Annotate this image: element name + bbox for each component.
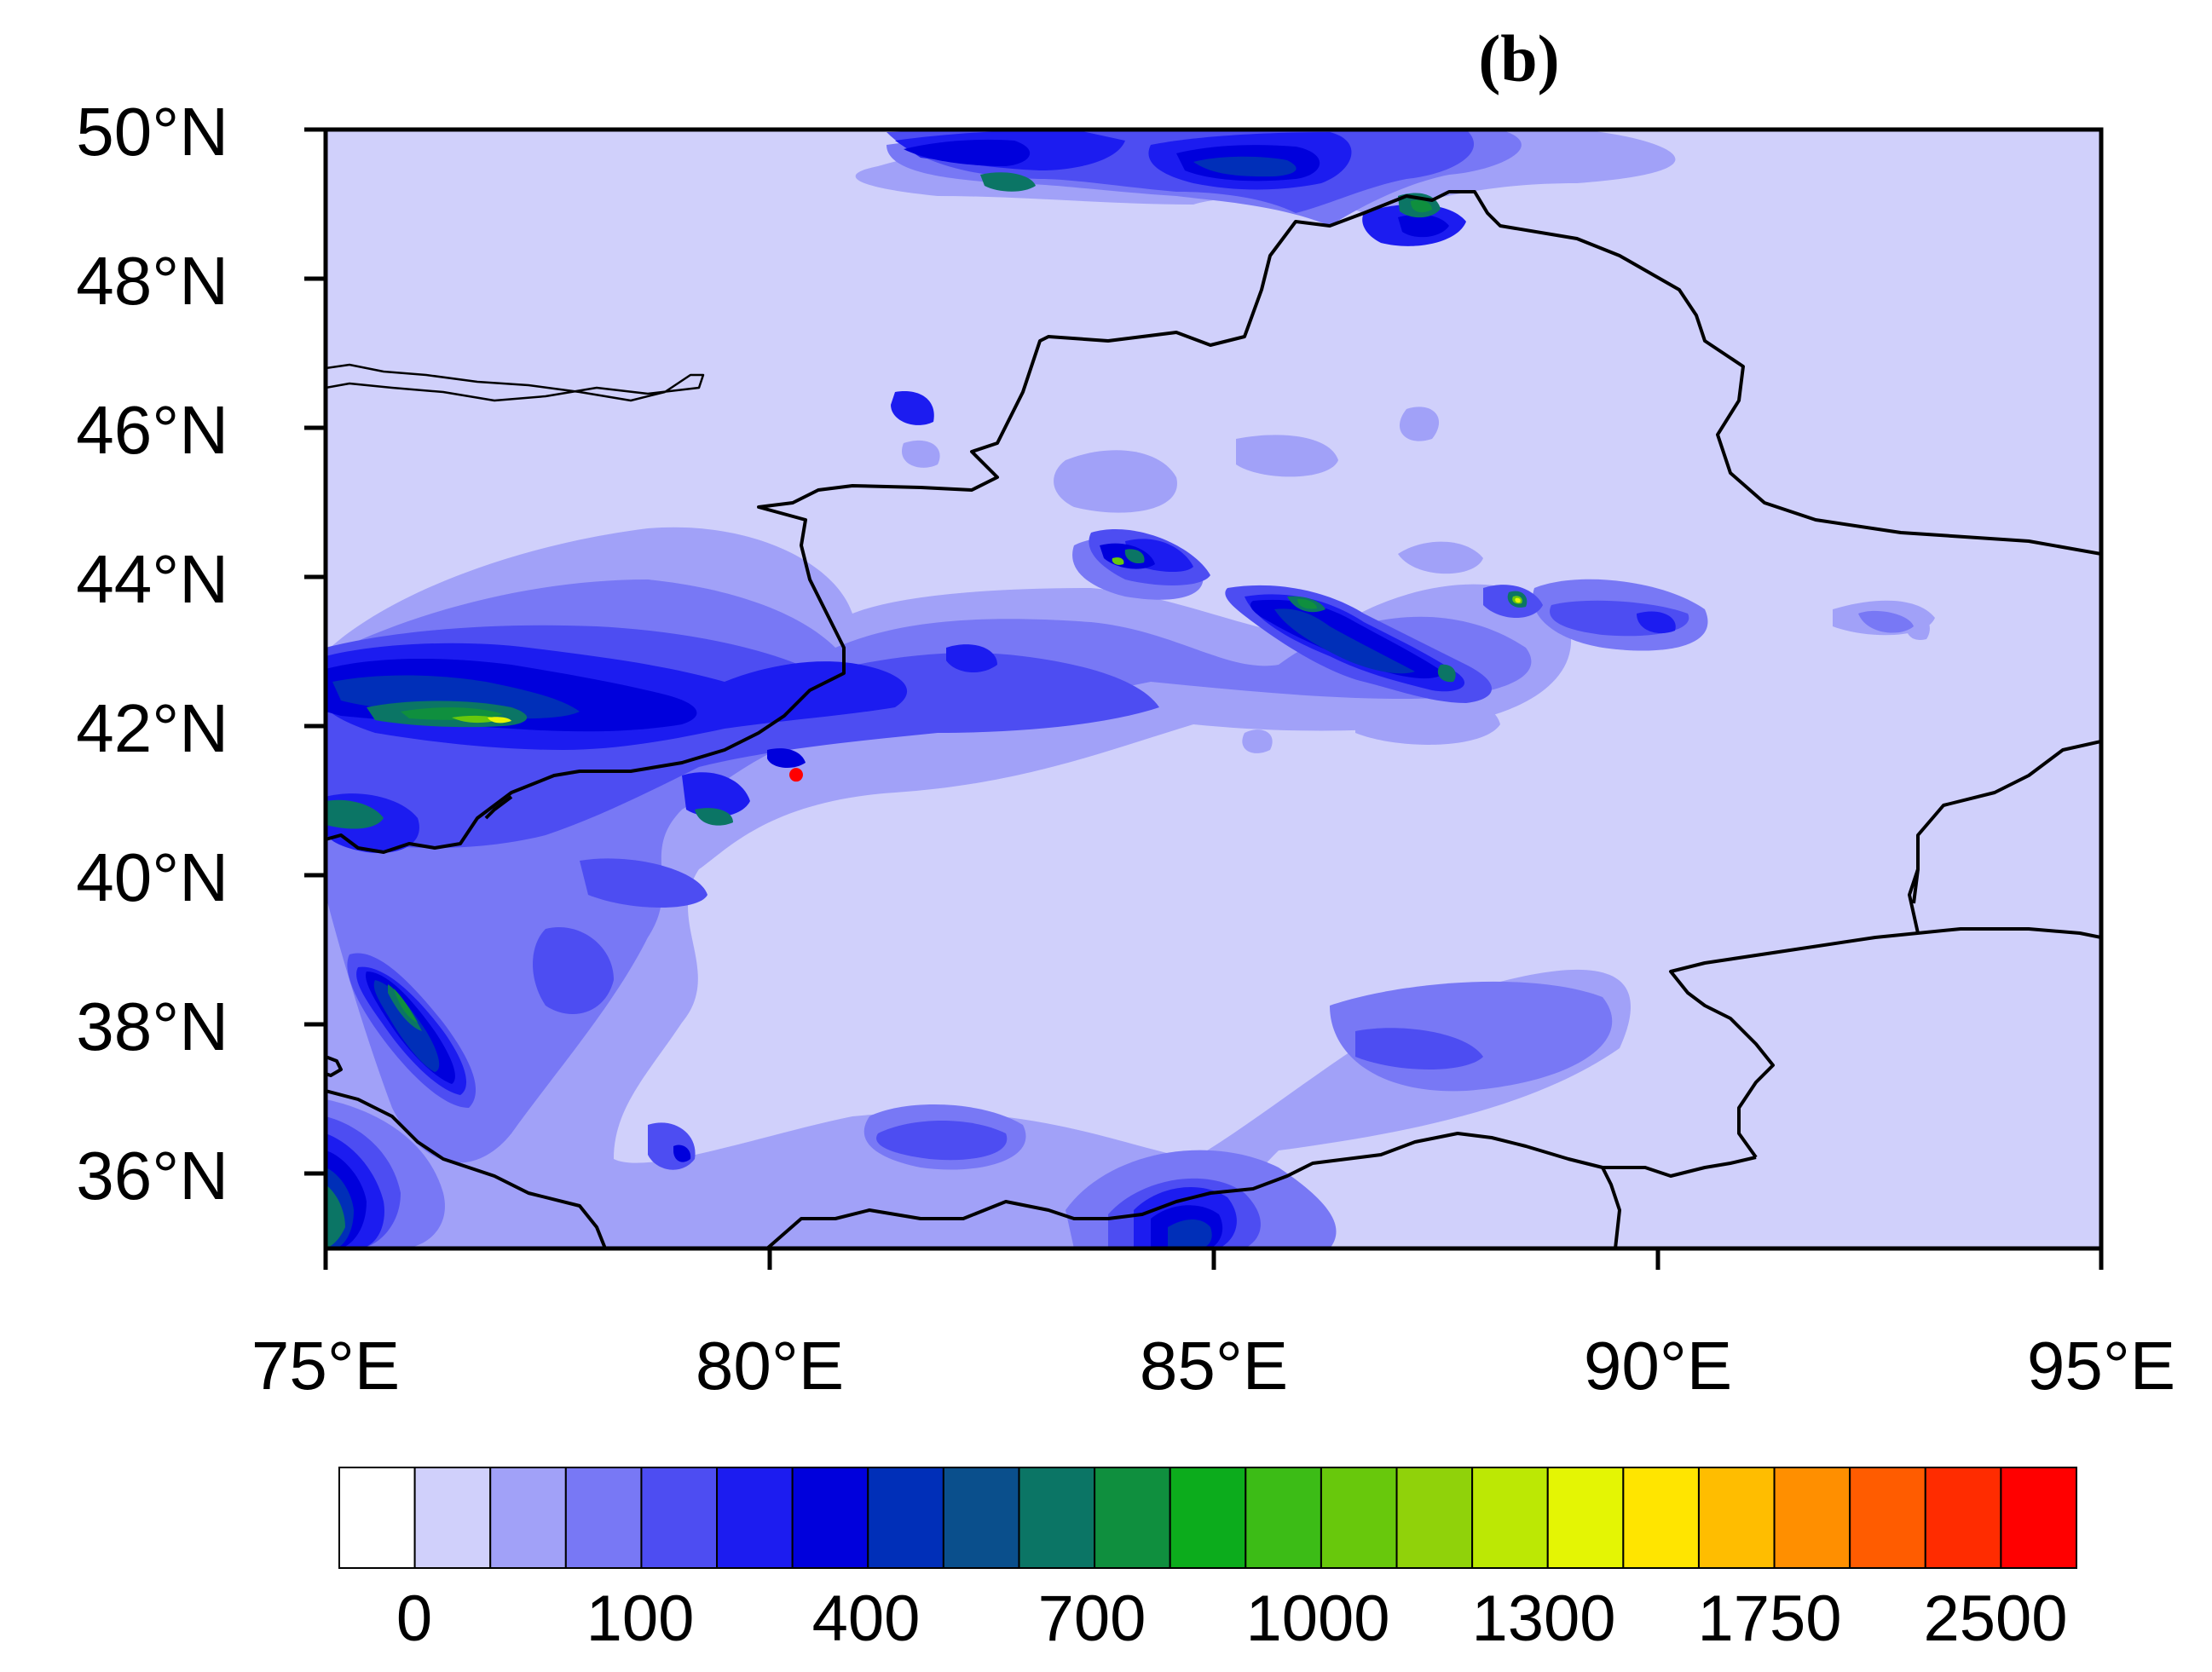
colorbar-box — [1169, 1467, 1247, 1569]
colorbar-box — [1395, 1467, 1474, 1569]
colorbar-box — [338, 1467, 416, 1569]
colorbar-box — [413, 1467, 492, 1569]
colorbar-box — [1697, 1467, 1776, 1569]
colorbar-labels: 0 100 400 700 1000 1300 1750 2500 — [396, 1583, 2068, 1655]
colorbar-box — [1773, 1467, 1851, 1569]
map-panel: 75°E 80°E 85°E 90°E 95°E 50°N 48°N 46°N … — [76, 94, 2175, 1404]
x-tick-label: 95°E — [2027, 1328, 2175, 1404]
y-tick-label: 44°N — [76, 541, 228, 617]
colorbar-box — [942, 1467, 1020, 1569]
colorbar-box — [564, 1467, 643, 1569]
x-tick-label: 80°E — [696, 1328, 844, 1404]
colorbar-label: 2500 — [1923, 1583, 2067, 1655]
y-tick-label: 42°N — [76, 690, 228, 766]
colorbar-box — [640, 1467, 719, 1569]
country-boundaries — [326, 190, 2101, 1248]
colorbar-label: 1000 — [1245, 1583, 1389, 1655]
colorbar-box — [1471, 1467, 1549, 1569]
x-tick-labels: 75°E 80°E 85°E 90°E 95°E — [251, 1328, 2175, 1404]
y-tick-label: 46°N — [76, 392, 228, 468]
y-tick-label: 38°N — [76, 989, 228, 1064]
y-tick-label: 40°N — [76, 839, 228, 915]
axis-ticks — [304, 127, 2104, 1270]
colorbar-label: 700 — [1038, 1583, 1146, 1655]
colorbar-box — [1018, 1467, 1096, 1569]
colorbar-box — [867, 1467, 944, 1569]
station-marker — [788, 768, 803, 782]
colorbar-box — [1622, 1467, 1700, 1569]
colorbar-boxes — [338, 1467, 2078, 1569]
y-tick-labels: 50°N 48°N 46°N 44°N 42°N 40°N 38°N 36°N — [76, 94, 228, 1214]
precipitation-contours — [326, 130, 1935, 1248]
colorbar-box — [1094, 1467, 1171, 1569]
colorbar-box — [1245, 1467, 1322, 1569]
panel-label: (b) — [1478, 21, 1559, 95]
colorbar-label: 1300 — [1471, 1583, 1615, 1655]
y-tick-label: 48°N — [76, 243, 228, 319]
y-tick-label: 50°N — [76, 94, 228, 170]
colorbar-box — [2000, 1467, 2078, 1569]
x-tick-label: 90°E — [1584, 1328, 1732, 1404]
y-tick-label: 36°N — [76, 1138, 228, 1214]
x-tick-label: 75°E — [251, 1328, 400, 1404]
colorbar-box — [716, 1467, 794, 1569]
colorbar: 0 100 400 700 1000 1300 1750 2500 — [338, 1467, 2078, 1655]
colorbar-label: 400 — [812, 1583, 921, 1655]
x-tick-label: 85°E — [1140, 1328, 1288, 1404]
colorbar-box — [489, 1467, 567, 1569]
colorbar-box — [1849, 1467, 1926, 1569]
colorbar-box — [1320, 1467, 1398, 1569]
colorbar-label: 1750 — [1697, 1583, 1841, 1655]
colorbar-box — [1546, 1467, 1625, 1569]
colorbar-box — [791, 1467, 869, 1569]
colorbar-box — [1924, 1467, 2002, 1569]
colorbar-label: 100 — [586, 1583, 695, 1655]
colorbar-label: 0 — [396, 1583, 432, 1655]
